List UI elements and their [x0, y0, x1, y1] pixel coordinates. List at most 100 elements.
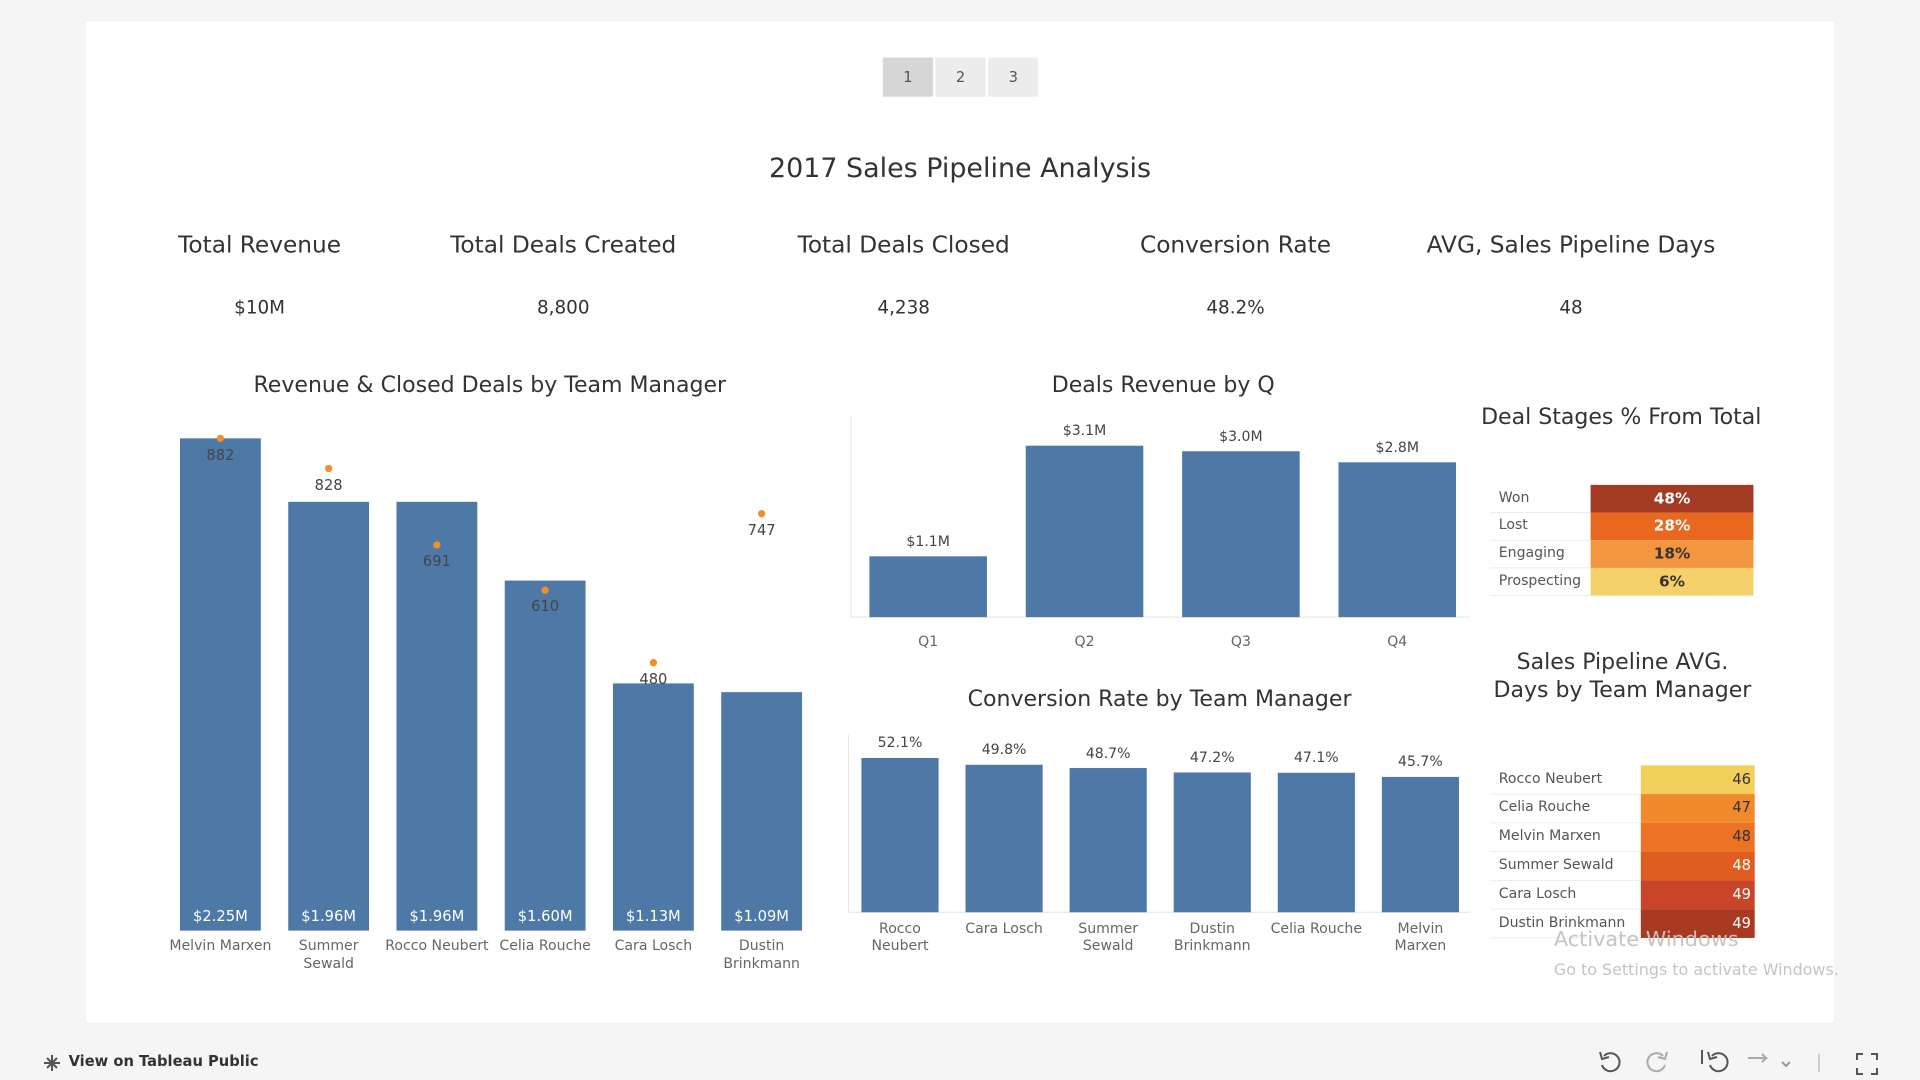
data-label: 52.1% — [877, 735, 923, 752]
x-tick-label: Summer Sewald — [298, 937, 359, 972]
cell-label: 47 — [1732, 799, 1752, 817]
heatmap-cell — [1640, 851, 1755, 881]
cell-label: 48 — [1732, 828, 1752, 846]
data-label: 49.8% — [981, 742, 1027, 759]
row-label: Summer Sewald — [1498, 857, 1614, 874]
heatmap-cell — [1590, 512, 1754, 541]
data-label: 480 — [639, 670, 668, 688]
dashboard-panel — [86, 22, 1834, 1022]
row-label: Prospecting — [1498, 572, 1582, 589]
data-label: $3.0M — [1219, 428, 1263, 445]
kpi-value: 8,800 — [536, 297, 590, 319]
kpi-value: $10M — [234, 297, 286, 319]
heatmap-cell — [1640, 822, 1755, 852]
row-label: Dustin Brinkmann — [1498, 914, 1626, 931]
cell-label: 6% — [1659, 572, 1686, 591]
page-button[interactable] — [988, 57, 1039, 97]
cell-label: 49 — [1732, 885, 1752, 903]
heatmap-cell — [1590, 540, 1754, 568]
bar — [612, 683, 694, 931]
x-tick-label: Q2 — [1074, 634, 1095, 651]
x-tick-label: Q4 — [1387, 634, 1408, 651]
page-button-label[interactable]: 1 — [903, 68, 913, 86]
row-label: Lost — [1498, 517, 1528, 534]
dot — [324, 464, 333, 473]
page-button-label[interactable]: 3 — [1008, 68, 1018, 86]
heatmap-cell — [1640, 794, 1755, 823]
data-label: $1.09M — [734, 907, 789, 925]
row-label: Won — [1498, 489, 1530, 506]
data-label: $2.25M — [193, 907, 248, 925]
bar — [721, 692, 803, 931]
x-tick-label: Q3 — [1230, 634, 1251, 651]
bar — [180, 438, 261, 931]
dashboard-title: 2017 Sales Pipeline Analysis — [768, 153, 1152, 185]
data-label: $3.1M — [1062, 423, 1107, 440]
bar — [1069, 768, 1147, 913]
x-tick-label: Dustin Brinkmann — [1173, 920, 1251, 955]
x-tick-label: Melvin Marxen — [1394, 920, 1447, 955]
refresh-icon[interactable] — [1748, 1053, 1769, 1063]
kpi-label: Total Deals Closed — [797, 231, 1010, 259]
kpi-value: 4,238 — [877, 297, 930, 319]
page-button[interactable] — [882, 57, 934, 97]
cell-label: 28% — [1653, 516, 1691, 535]
revert-icon[interactable] — [1701, 1050, 1729, 1073]
data-label: $1.1M — [906, 534, 950, 551]
tableau-public-link[interactable]: View on Tableau Public — [68, 1052, 259, 1070]
bar — [869, 556, 987, 618]
data-label: 828 — [314, 476, 343, 494]
x-tick-label: Q1 — [918, 634, 939, 651]
dot — [757, 510, 766, 518]
x-tick-label: Cara Losch — [965, 920, 1043, 937]
cell-label: 18% — [1653, 544, 1691, 563]
cell-label: 49 — [1732, 914, 1752, 932]
fullscreen-icon[interactable] — [1856, 1053, 1878, 1075]
data-label: 882 — [206, 446, 235, 464]
data-label: 691 — [422, 552, 451, 570]
kpi-label: Conversion Rate — [1139, 231, 1332, 259]
data-label: $1.13M — [626, 907, 681, 925]
x-tick-label: Dustin Brinkmann — [723, 937, 800, 972]
chart-title: Revenue & Closed Deals by Team Manager — [253, 372, 727, 398]
heatmap-cell — [1590, 484, 1754, 513]
data-label: $1.96M — [409, 907, 465, 925]
data-label: 747 — [747, 521, 776, 539]
bar — [504, 580, 586, 931]
cell-label: 48% — [1653, 489, 1691, 508]
data-label: $2.8M — [1375, 440, 1420, 457]
tableau-icon — [44, 1055, 60, 1071]
kpi-label: Total Revenue — [178, 231, 342, 259]
cell-label: 46 — [1732, 770, 1752, 788]
row-label: Engaging — [1498, 545, 1565, 562]
dropdown-icon[interactable] — [1781, 1061, 1791, 1068]
data-label: 45.7% — [1398, 754, 1443, 771]
bar — [861, 757, 939, 913]
data-label: $1.96M — [301, 907, 357, 925]
kpi-value: 48 — [1559, 297, 1583, 319]
heatmap-cell — [1640, 909, 1755, 938]
x-tick-label: Melvin Marxen — [169, 937, 272, 954]
bar — [1277, 772, 1355, 913]
heatmap-cell — [1640, 880, 1755, 910]
row-label: Celia Rouche — [1498, 799, 1591, 816]
dot — [541, 586, 549, 594]
redo-icon[interactable] — [1646, 1051, 1668, 1073]
x-tick-label: Cara Losch — [614, 937, 693, 954]
dot — [216, 434, 225, 443]
watermark-text: Go to Settings to activate Windows. — [1553, 959, 1839, 979]
bar — [965, 764, 1043, 913]
undo-icon[interactable] — [1599, 1051, 1621, 1073]
bar — [1338, 462, 1457, 618]
bar — [396, 501, 478, 931]
page-button[interactable] — [935, 57, 986, 97]
row-label: Rocco Neubert — [1498, 770, 1603, 787]
data-label: 47.1% — [1293, 750, 1339, 767]
bar — [1182, 451, 1300, 618]
bar — [1025, 445, 1144, 618]
page-button-label[interactable]: 2 — [955, 68, 966, 86]
chart-title: Conversion Rate by Team Manager — [967, 687, 1352, 713]
row-label: Melvin Marxen — [1498, 828, 1601, 845]
